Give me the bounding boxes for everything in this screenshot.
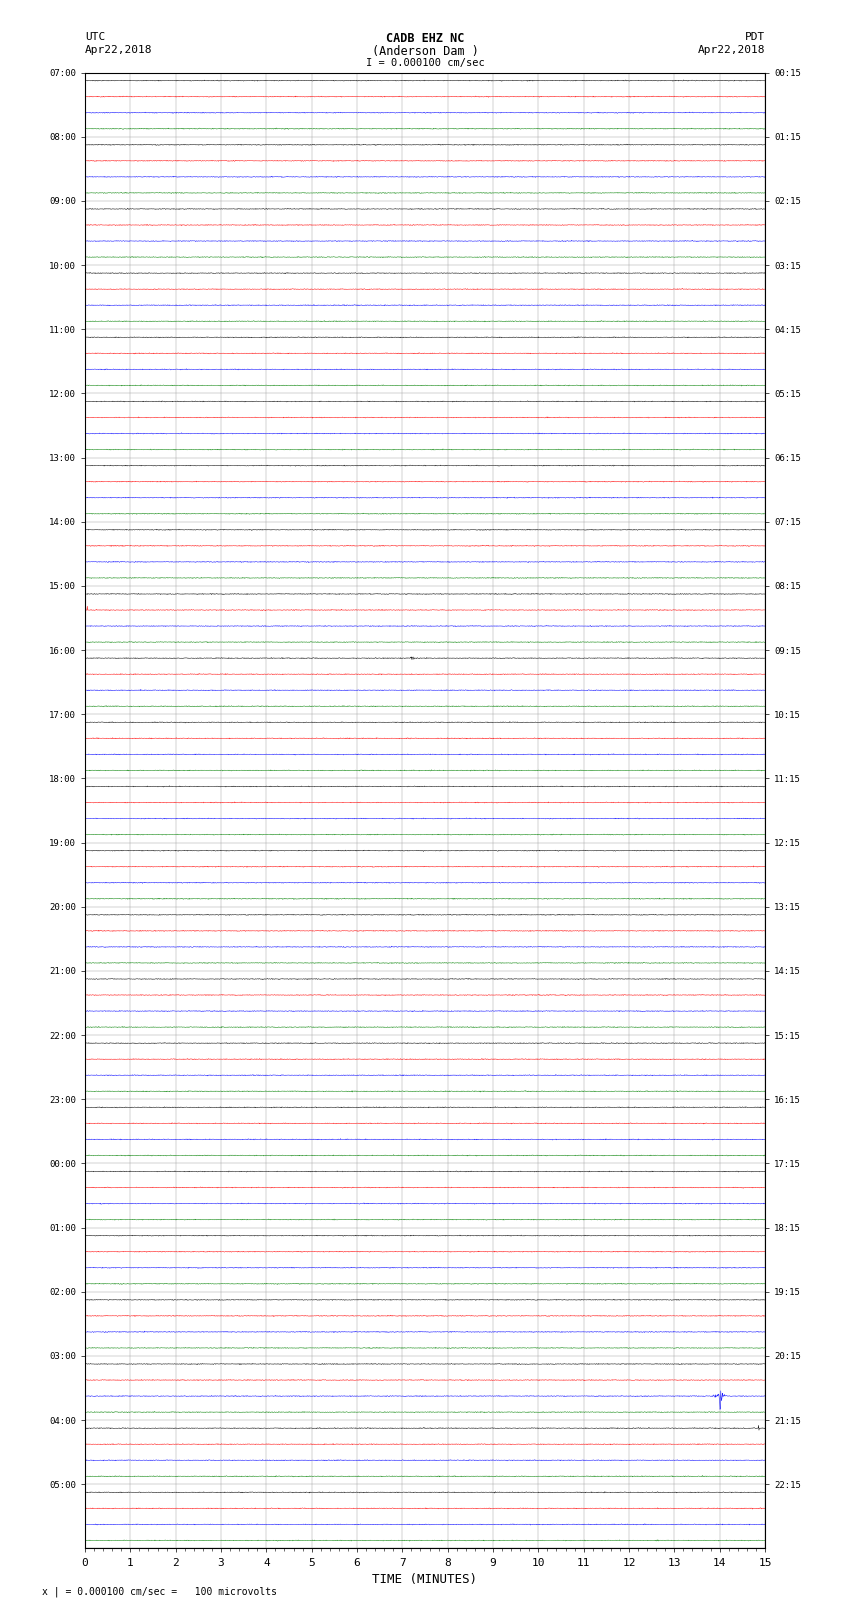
Text: Apr22,2018: Apr22,2018 bbox=[698, 45, 765, 55]
Text: I = 0.000100 cm/sec: I = 0.000100 cm/sec bbox=[366, 58, 484, 68]
Text: CADB EHZ NC: CADB EHZ NC bbox=[386, 32, 464, 45]
X-axis label: TIME (MINUTES): TIME (MINUTES) bbox=[372, 1573, 478, 1586]
Text: Apr22,2018: Apr22,2018 bbox=[85, 45, 152, 55]
Text: UTC: UTC bbox=[85, 32, 105, 42]
Text: x | = 0.000100 cm/sec =   100 microvolts: x | = 0.000100 cm/sec = 100 microvolts bbox=[42, 1586, 277, 1597]
Text: PDT: PDT bbox=[745, 32, 765, 42]
Text: (Anderson Dam ): (Anderson Dam ) bbox=[371, 45, 479, 58]
